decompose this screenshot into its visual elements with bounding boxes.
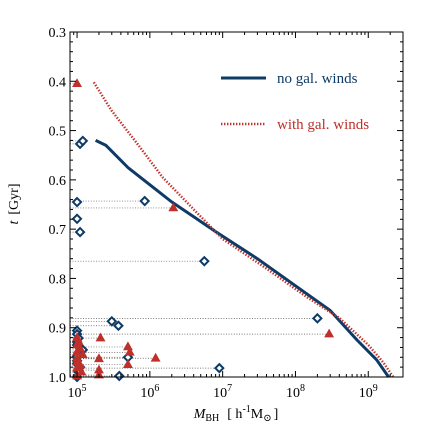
y-tick-label: 0.9 [49, 322, 67, 337]
y-axis-label: t[Gyr] [7, 184, 22, 225]
y-tick-label: 0.4 [49, 75, 67, 90]
y-tick-label: 0.8 [49, 272, 67, 287]
triangle-marker [168, 202, 179, 212]
triangle-marker [72, 362, 83, 372]
triangle-marker [94, 369, 104, 379]
diamond-marker [139, 195, 151, 207]
legend: no gal. winds with gal. winds [221, 71, 369, 133]
x-tick-label: 105 [68, 383, 87, 401]
triangle-marker [76, 366, 87, 376]
diamond-marker [113, 320, 124, 332]
diamond-marker [198, 255, 210, 267]
diamond-marker [213, 362, 225, 374]
triangle-marker [94, 364, 104, 374]
y-tick-label: 0.7 [49, 223, 67, 238]
triangle-marker [94, 353, 104, 363]
x-tick-label: 107 [213, 383, 232, 401]
x-tick-label: 106 [140, 383, 159, 401]
triangle-marker [324, 328, 335, 338]
diamond-marker [71, 196, 83, 208]
y-tick-label: 1.0 [49, 371, 67, 386]
triangle-marker [124, 346, 135, 356]
y-tick-label: 0.6 [49, 174, 67, 189]
series-line-with-winds [92, 81, 395, 378]
triangle-marker [150, 352, 161, 362]
x-tick-label: 108 [286, 383, 305, 401]
diamond-marker [74, 226, 86, 238]
x-axis-label: MBH[ h-1M⊙] [193, 404, 279, 424]
legend-label-no-winds: no gal. winds [277, 71, 358, 87]
series-curves [92, 81, 395, 378]
x-tick-label: 109 [359, 383, 378, 401]
triangle-marker [77, 349, 88, 359]
data-markers [71, 78, 335, 383]
x-tick-labels: 105 106 107 108 109 [68, 383, 378, 401]
triangle-marker [72, 346, 83, 356]
diamond-marker [311, 312, 323, 324]
y-tick-labels: 0.3 0.4 0.5 0.6 0.7 0.8 0.9 1.0 [49, 26, 67, 386]
triangle-marker [95, 332, 106, 342]
y-tick-label: 0.3 [49, 26, 67, 41]
diamond-marker [106, 315, 118, 327]
legend-label-with-winds: with gal. winds [277, 117, 369, 133]
triangle-marker [72, 78, 83, 88]
y-tick-label: 0.5 [49, 125, 67, 140]
plot-frame [69, 31, 404, 378]
axis-ticks [69, 31, 404, 378]
diamond-marker [77, 135, 89, 147]
diamond-marker [71, 213, 83, 225]
triangle-marker [122, 359, 133, 368]
